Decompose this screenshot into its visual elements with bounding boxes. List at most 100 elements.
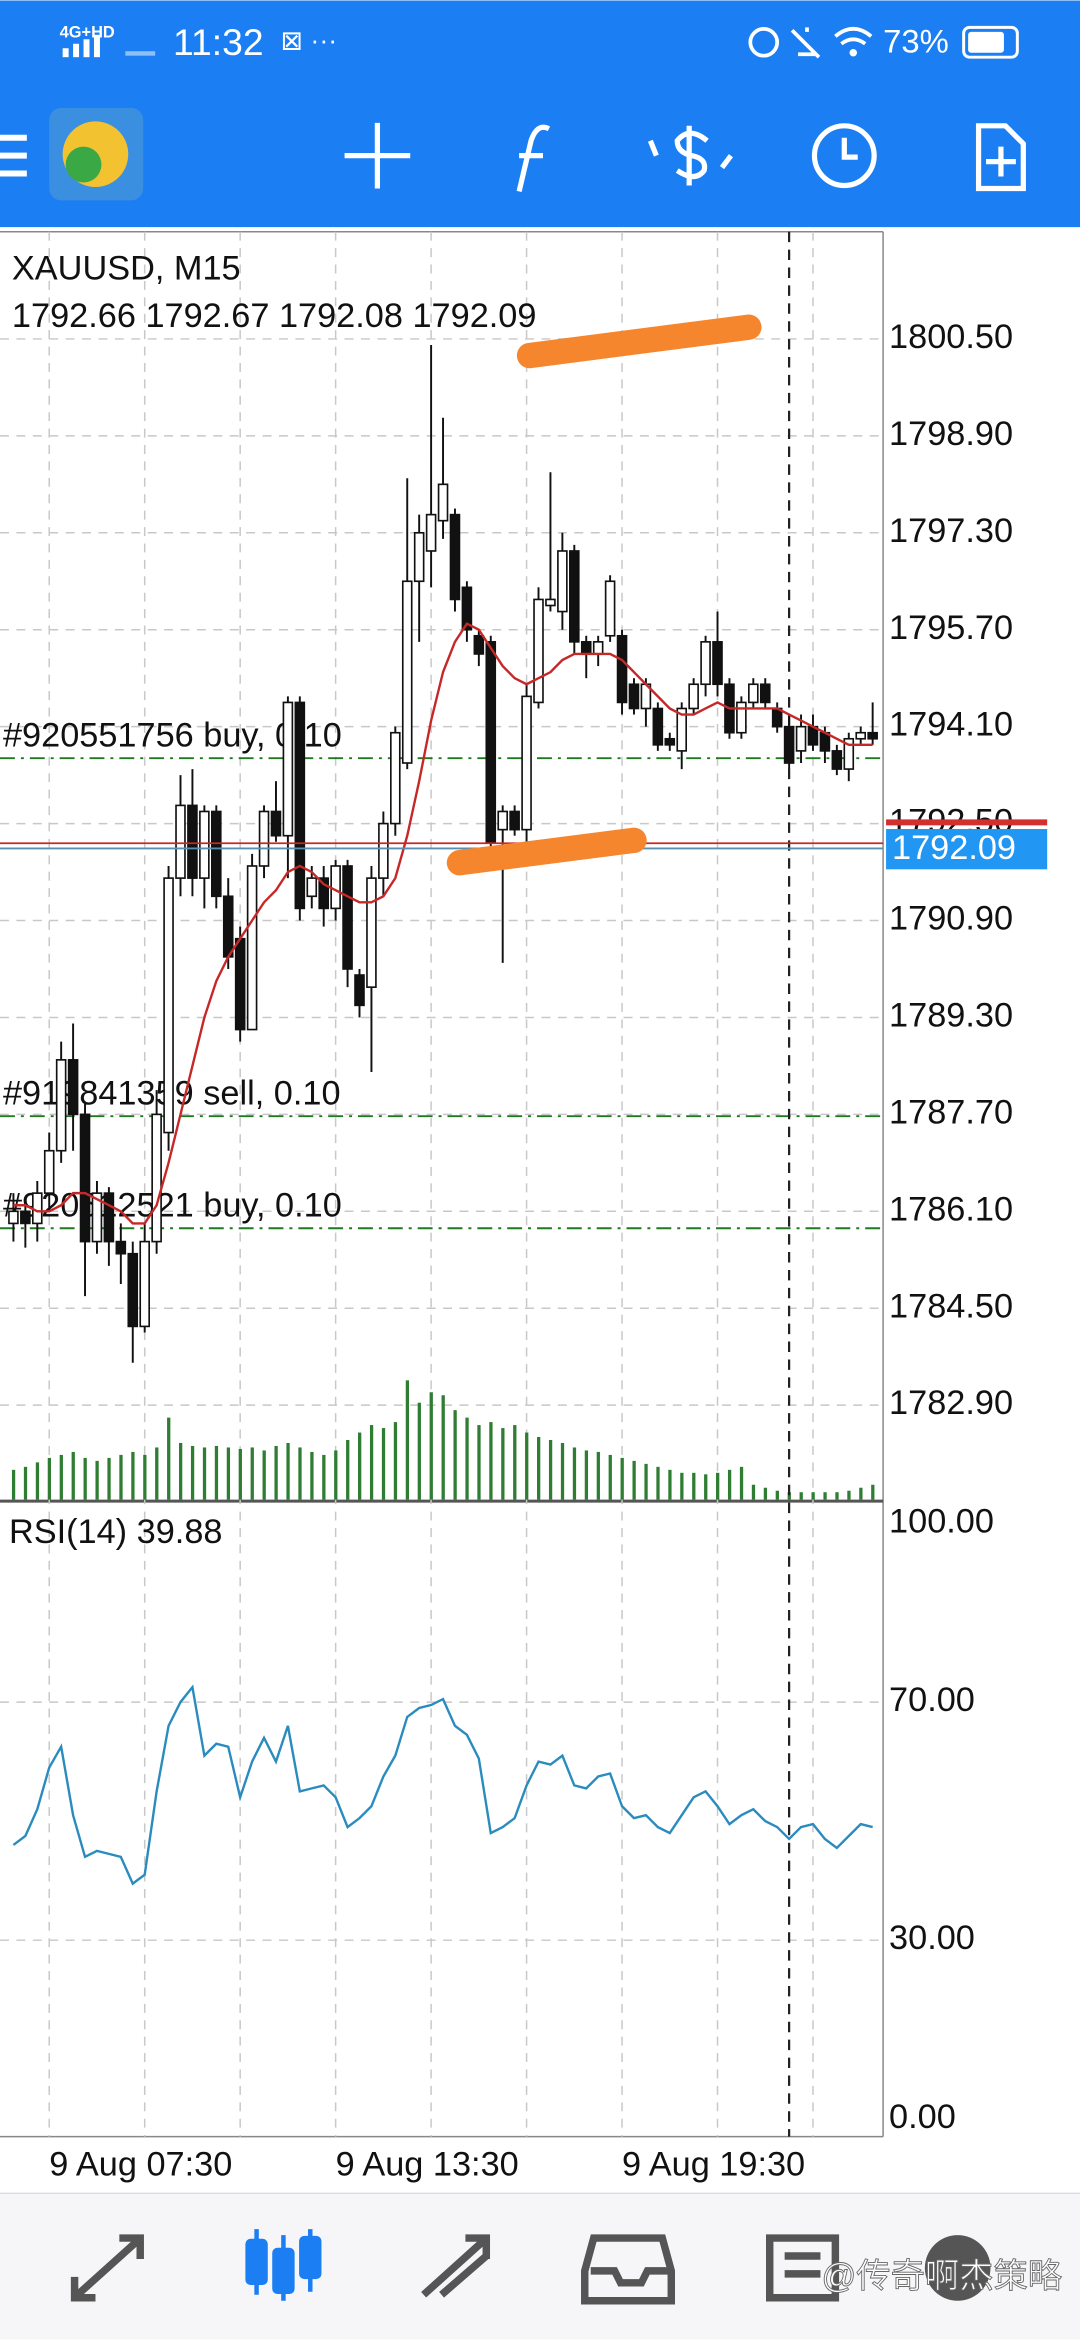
rsi-tick-label: 70.00 xyxy=(889,1681,975,1719)
volume-bar xyxy=(226,1447,231,1500)
volume-bar xyxy=(716,1472,720,1500)
volume-bar xyxy=(680,1472,684,1500)
nav-news[interactable] xyxy=(765,2234,840,2302)
price-tick-label: 1786.10 xyxy=(889,1190,1013,1228)
candle-body xyxy=(497,810,509,831)
volume-bar xyxy=(847,1490,851,1500)
top-bar xyxy=(0,0,1080,228)
candle-body xyxy=(330,865,341,910)
period-button[interactable] xyxy=(811,123,877,189)
volume-bar xyxy=(560,1442,565,1500)
ohlc-low: 1792.08 xyxy=(279,297,403,335)
candle-body xyxy=(366,877,377,988)
volume-bar xyxy=(537,1437,541,1500)
volume-bar xyxy=(787,1492,791,1500)
ohlc: 1792.66 1792.67 1792.08 1792.09 xyxy=(12,297,537,335)
candle-body xyxy=(378,822,389,879)
candle-body xyxy=(390,731,401,825)
ohlc-close: 1792.09 xyxy=(412,297,536,335)
bid-box xyxy=(886,829,1048,870)
volume-bar xyxy=(429,1392,433,1500)
volume-bar xyxy=(835,1492,839,1500)
volume-bar xyxy=(190,1445,195,1500)
volume-bar xyxy=(548,1440,553,1500)
volume-bar xyxy=(143,1454,147,1500)
wifi-dot xyxy=(849,48,857,57)
price-tick-label: 1782.90 xyxy=(889,1384,1013,1422)
bottom-nav xyxy=(0,2193,1080,2340)
candle-body xyxy=(413,531,425,583)
candle-body xyxy=(20,1210,31,1225)
volume-bar xyxy=(620,1457,624,1500)
volume-bar xyxy=(513,1425,517,1500)
nav-icons xyxy=(70,2234,840,2305)
volume-bar xyxy=(107,1457,111,1500)
candle-body xyxy=(294,701,306,910)
volume-bar xyxy=(11,1469,16,1500)
candle-body xyxy=(437,483,449,522)
volume-bar xyxy=(823,1492,827,1500)
new-order-button[interactable] xyxy=(975,123,1026,192)
volume-bar xyxy=(286,1442,290,1500)
indicators-button[interactable] xyxy=(516,124,551,193)
rsi-header: RSI(14) 39.88 xyxy=(9,1513,223,1551)
volume-bar xyxy=(71,1451,75,1500)
nav-quotes[interactable] xyxy=(70,2234,144,2302)
volume-bar xyxy=(441,1395,445,1500)
nav-charts[interactable] xyxy=(245,2229,322,2301)
candle-body xyxy=(55,1059,67,1152)
candle-body xyxy=(569,550,580,643)
crosshair-button[interactable] xyxy=(344,122,411,189)
candle-body xyxy=(31,1192,43,1225)
battery-text: 73% xyxy=(883,22,949,59)
volume-bar xyxy=(346,1440,350,1500)
volume-bar xyxy=(35,1462,40,1500)
volume-bar xyxy=(859,1487,863,1500)
candle-body xyxy=(175,804,186,879)
rsi-tick-label: 30.00 xyxy=(889,1919,975,1957)
price-tick-label: 1794.10 xyxy=(889,706,1013,744)
candle-body xyxy=(449,513,461,601)
trade-button[interactable] xyxy=(647,125,734,186)
menu-button[interactable] xyxy=(0,134,27,177)
candle-body xyxy=(616,634,628,704)
highlights xyxy=(446,314,762,876)
candle-body xyxy=(318,877,329,910)
candle-body xyxy=(246,865,258,1031)
volume-bar xyxy=(405,1380,410,1500)
volume-bar xyxy=(83,1457,87,1500)
volume-bar xyxy=(644,1463,648,1500)
price-tick-label: 1798.90 xyxy=(889,415,1013,453)
time-label: 9 Aug 13:30 xyxy=(336,2146,519,2184)
volume-bar xyxy=(775,1490,779,1500)
candle-body xyxy=(485,641,497,843)
nav-history[interactable] xyxy=(581,2234,675,2305)
volume-bar xyxy=(274,1445,278,1500)
candle-body xyxy=(652,707,664,746)
candle-body xyxy=(115,1240,127,1255)
volume-bar xyxy=(501,1428,505,1500)
nav-trade[interactable] xyxy=(421,2234,491,2298)
candle-body xyxy=(461,586,473,631)
price-tick-label: 1797.30 xyxy=(889,512,1013,550)
battery-icon xyxy=(962,25,1019,59)
volume-bar xyxy=(417,1402,421,1500)
volume-bar xyxy=(250,1447,254,1500)
rsi-current: 39.88 xyxy=(137,1513,223,1551)
chart-bg xyxy=(0,227,1080,2194)
candle-body xyxy=(855,731,867,740)
highlight-stroke xyxy=(446,827,647,876)
nav-chat[interactable] xyxy=(924,2235,991,2301)
candle-body xyxy=(580,641,592,655)
volume-bar xyxy=(202,1447,207,1500)
candle-body xyxy=(401,580,413,764)
candle-body xyxy=(748,683,759,704)
candle-body xyxy=(67,1059,79,1116)
candle-body xyxy=(222,895,234,958)
volume-bar xyxy=(358,1432,362,1500)
candle-body xyxy=(151,1113,162,1243)
candle-body xyxy=(127,1252,139,1328)
volume-bar xyxy=(23,1466,28,1500)
candle-body xyxy=(533,598,544,704)
